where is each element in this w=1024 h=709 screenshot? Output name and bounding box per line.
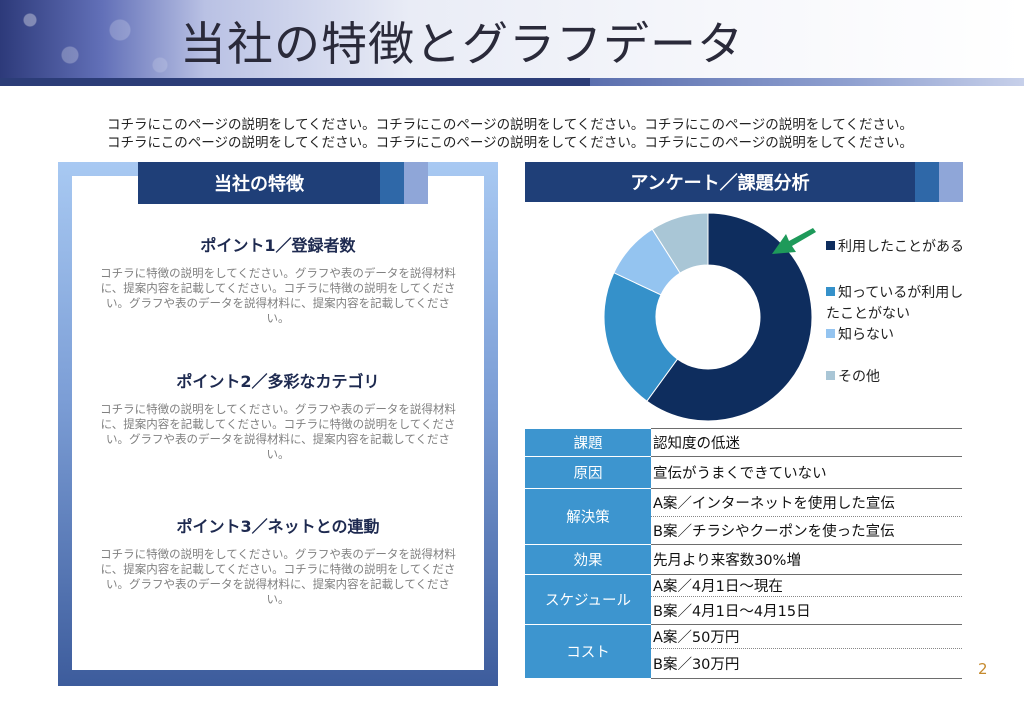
- legend-label: 利用したことがある: [838, 239, 964, 255]
- row-value: 宣伝がうまくできていない: [651, 456, 962, 489]
- header-texture: [0, 0, 190, 86]
- feature-point-body: コチラに特徴の説明をしてください。グラフや表のデータを説得材料に、提案内容を記載…: [100, 547, 456, 606]
- feature-point-body: コチラに特徴の説明をしてください。グラフや表のデータを説得材料に、提案内容を記載…: [100, 266, 456, 325]
- features-panel: [72, 176, 484, 670]
- feature-point-title: ポイント3／ネットとの連動: [176, 517, 380, 536]
- row-value: A案／4月1日～現在: [651, 574, 962, 597]
- row-value: B案／チラシやクーポンを使った宣伝: [651, 516, 962, 545]
- legend-swatch: [826, 371, 835, 380]
- row-label: 原因: [525, 456, 651, 489]
- feature-point-title: ポイント1／登録者数: [200, 236, 356, 255]
- legend-swatch: [826, 329, 835, 338]
- table-row: 原因 宣伝がうまくできていない: [525, 456, 962, 489]
- header-bar-right: [590, 78, 1024, 86]
- row-label: スケジュール: [525, 574, 651, 625]
- heading-accent-light: [939, 162, 963, 202]
- row-value: 認知度の低迷: [651, 428, 962, 457]
- heading-accent-dark: [380, 162, 404, 204]
- table-row: B案／4月1日～4月15日: [525, 596, 962, 625]
- legend-item: その他: [826, 367, 966, 388]
- table-row: 効果 先月より来客数30%増: [525, 544, 962, 575]
- table-row: 解決策 A案／インターネットを使用した宣伝: [525, 488, 962, 545]
- legend-swatch: [826, 241, 835, 250]
- survey-heading: アンケート／課題分析: [525, 162, 915, 202]
- slide-header: 当社の特徴とグラフデータ: [0, 0, 1024, 86]
- intro-text: コチラにこのページの説明をしてください。コチラにこのページの説明をしてください。…: [60, 116, 960, 152]
- legend-label: その他: [838, 369, 880, 385]
- feature-point-body: コチラに特徴の説明をしてください。グラフや表のデータを説得材料に、提案内容を記載…: [100, 402, 456, 461]
- row-label: 解決策: [525, 488, 651, 545]
- intro-line-2: コチラにこのページの説明をしてください。コチラにこのページの説明をしてください。…: [107, 135, 913, 151]
- row-label: 効果: [525, 544, 651, 575]
- legend-item: 利用したことがある: [826, 237, 966, 258]
- table-row: スケジュール A案／4月1日～現在: [525, 574, 962, 625]
- legend-item: 知っているが利用したことがない: [826, 283, 966, 325]
- row-label: コスト: [525, 624, 651, 679]
- table-row: B案／チラシやクーポンを使った宣伝: [525, 516, 962, 545]
- table-row: B案／30万円: [525, 648, 962, 679]
- feature-point-2: ポイント2／多彩なカテゴリ コチラに特徴の説明をしてください。グラフや表のデータ…: [90, 368, 466, 462]
- donut-slice: [651, 212, 709, 274]
- legend-label: 知っているが利用したことがない: [826, 285, 964, 322]
- table-row: 課題 認知度の低迷: [525, 428, 962, 457]
- donut-slice: [646, 212, 813, 422]
- feature-point-3: ポイント3／ネットとの連動 コチラに特徴の説明をしてください。グラフや表のデータ…: [90, 513, 466, 607]
- issue-analysis-table: 課題 認知度の低迷 原因 宣伝がうまくできていない 解決策 A案／インターネット…: [525, 428, 962, 679]
- page-title: 当社の特徴とグラフデータ: [180, 17, 744, 71]
- legend-label: 知らない: [838, 327, 894, 343]
- survey-donut-chart: [603, 212, 813, 422]
- page-number: 2: [978, 660, 988, 678]
- intro-line-1: コチラにこのページの説明をしてください。コチラにこのページの説明をしてください。…: [107, 117, 913, 133]
- legend-swatch: [826, 287, 835, 296]
- donut-slice: [603, 272, 679, 402]
- features-heading: 当社の特徴: [138, 162, 380, 204]
- heading-accent-dark: [915, 162, 939, 202]
- row-label: 課題: [525, 428, 651, 457]
- feature-point-title: ポイント2／多彩なカテゴリ: [176, 372, 380, 391]
- row-value: A案／インターネットを使用した宣伝: [651, 488, 962, 517]
- legend-item: 知らない: [826, 325, 966, 346]
- row-value: A案／50万円: [651, 624, 962, 649]
- row-value: 先月より来客数30%増: [651, 544, 962, 575]
- feature-point-1: ポイント1／登録者数 コチラに特徴の説明をしてください。グラフや表のデータを説得…: [90, 232, 466, 326]
- green-arrow-annotation: [772, 228, 816, 254]
- row-value: B案／4月1日～4月15日: [651, 596, 962, 625]
- table-row: コスト A案／50万円: [525, 624, 962, 679]
- row-value: B案／30万円: [651, 648, 962, 679]
- header-bar-left: [0, 78, 590, 86]
- heading-accent-light: [404, 162, 428, 204]
